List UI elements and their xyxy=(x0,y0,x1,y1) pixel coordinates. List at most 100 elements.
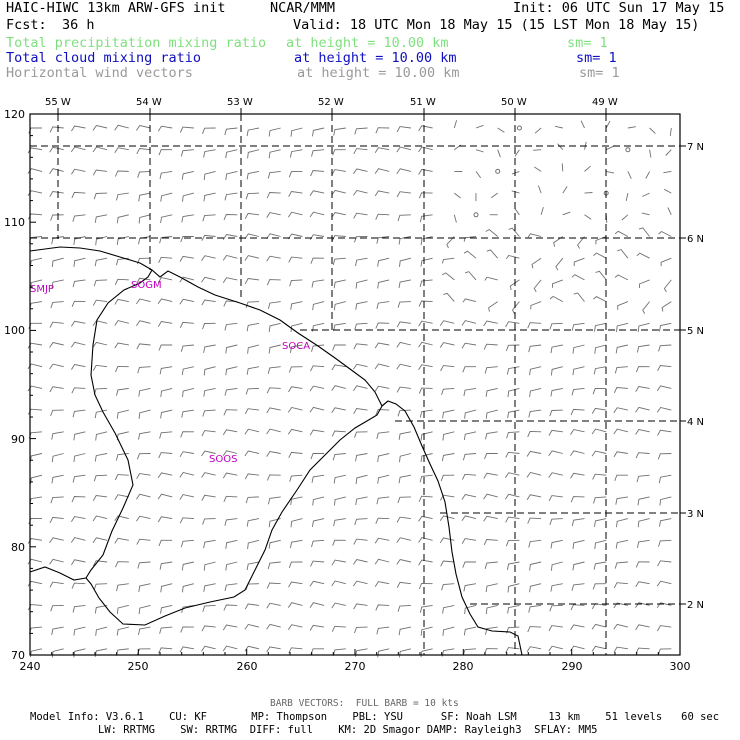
wind-barb xyxy=(266,192,281,199)
wind-barb xyxy=(93,192,108,200)
wind-barb xyxy=(627,171,632,179)
wind-barb xyxy=(661,301,672,312)
wind-barb xyxy=(114,494,129,501)
wind-barb xyxy=(201,494,216,501)
wind-barb xyxy=(528,539,542,548)
wind-barb xyxy=(396,516,411,523)
wind-barb xyxy=(224,518,238,526)
wind-barb xyxy=(50,301,64,309)
wind-barb xyxy=(223,495,238,502)
wind-barb xyxy=(483,343,498,350)
wind-barb xyxy=(485,431,498,440)
wind-barb xyxy=(28,127,42,134)
wind-barb xyxy=(179,517,194,524)
wind-barb xyxy=(245,387,260,395)
wind-barb xyxy=(203,561,216,571)
wind-barb xyxy=(73,431,86,441)
wind-barb xyxy=(201,625,216,632)
wind-barb xyxy=(645,171,650,179)
x-tick-250: 250 xyxy=(128,660,149,673)
wind-barb xyxy=(332,539,346,546)
wind-barb xyxy=(497,149,501,158)
wind-barb xyxy=(376,626,390,635)
station-soos: SOOS xyxy=(209,454,237,465)
wind-barb xyxy=(70,146,86,153)
wind-barb xyxy=(202,518,216,525)
wind-barb xyxy=(331,580,346,587)
wind-barb xyxy=(95,431,108,441)
wind-barb xyxy=(203,149,216,158)
wind-barb xyxy=(136,320,151,327)
wind-barb xyxy=(92,320,108,326)
wind-barb xyxy=(376,236,390,244)
wind-barb xyxy=(287,233,303,240)
wind-barb xyxy=(418,537,433,543)
wind-barb xyxy=(289,344,303,353)
wind-barb xyxy=(267,301,281,310)
wind-barb xyxy=(115,365,129,373)
wind-barb xyxy=(528,604,542,613)
wind-barb xyxy=(396,321,411,328)
wind-barb xyxy=(592,583,607,590)
wind-barb xyxy=(266,233,281,239)
wind-barb xyxy=(290,518,303,528)
wind-barb xyxy=(49,386,64,393)
wind-barb xyxy=(49,146,64,153)
wind-barb xyxy=(136,473,151,480)
wind-barb xyxy=(375,213,390,220)
lon-label-55w: 55 W xyxy=(45,97,71,108)
wind-barb xyxy=(637,518,650,528)
wind-barb xyxy=(374,363,390,370)
wind-barb xyxy=(288,366,303,373)
wind-barb xyxy=(266,602,281,609)
wind-barb xyxy=(621,214,629,221)
wind-barb xyxy=(71,496,86,503)
lon-label-52w: 52 W xyxy=(318,97,344,108)
wind-barb xyxy=(561,163,564,172)
wind-barb xyxy=(72,214,86,222)
wind-barb xyxy=(27,168,43,174)
wind-barb xyxy=(526,471,542,478)
wind-barb xyxy=(570,496,585,503)
wind-barb xyxy=(584,214,592,220)
wind-barb xyxy=(353,236,368,243)
wind-barb xyxy=(505,321,520,328)
wind-barb xyxy=(159,236,173,244)
wind-barb xyxy=(114,278,129,285)
wind-barb xyxy=(660,257,672,267)
wind-barb xyxy=(554,125,563,129)
wind-barb xyxy=(202,409,216,417)
wind-barb xyxy=(591,623,607,630)
wind-barb xyxy=(244,623,260,630)
wind-barb xyxy=(529,561,542,571)
wind-barb xyxy=(614,366,628,374)
wind-barb xyxy=(159,170,173,179)
wind-barb xyxy=(571,387,585,396)
wind-barb xyxy=(657,625,672,632)
wind-barb xyxy=(51,626,64,635)
wind-barb xyxy=(138,214,151,224)
wind-barb xyxy=(649,127,656,134)
wind-barb xyxy=(225,366,238,376)
wind-barb xyxy=(376,496,390,505)
border-interior-west xyxy=(85,269,153,579)
wind-barb xyxy=(225,149,238,159)
wind-barb xyxy=(570,408,585,416)
wind-barb xyxy=(396,363,412,370)
wind-barb xyxy=(398,626,411,636)
wind-barb xyxy=(637,322,650,332)
wind-barb xyxy=(463,387,477,397)
wind-barb xyxy=(526,450,542,457)
wind-barb xyxy=(396,126,411,133)
wind-barb xyxy=(289,279,303,287)
wind-barb xyxy=(267,561,281,570)
wind-barb xyxy=(224,322,238,331)
x-tick-260: 260 xyxy=(237,660,258,673)
wind-barb xyxy=(549,295,564,302)
wind-barb xyxy=(505,516,520,523)
wind-barb xyxy=(27,408,43,415)
wind-barb xyxy=(616,322,629,332)
wind-barb xyxy=(614,230,629,237)
wind-barb xyxy=(290,301,303,310)
y-axis-ticks: 120 110 100 90 80 70 xyxy=(4,108,25,662)
